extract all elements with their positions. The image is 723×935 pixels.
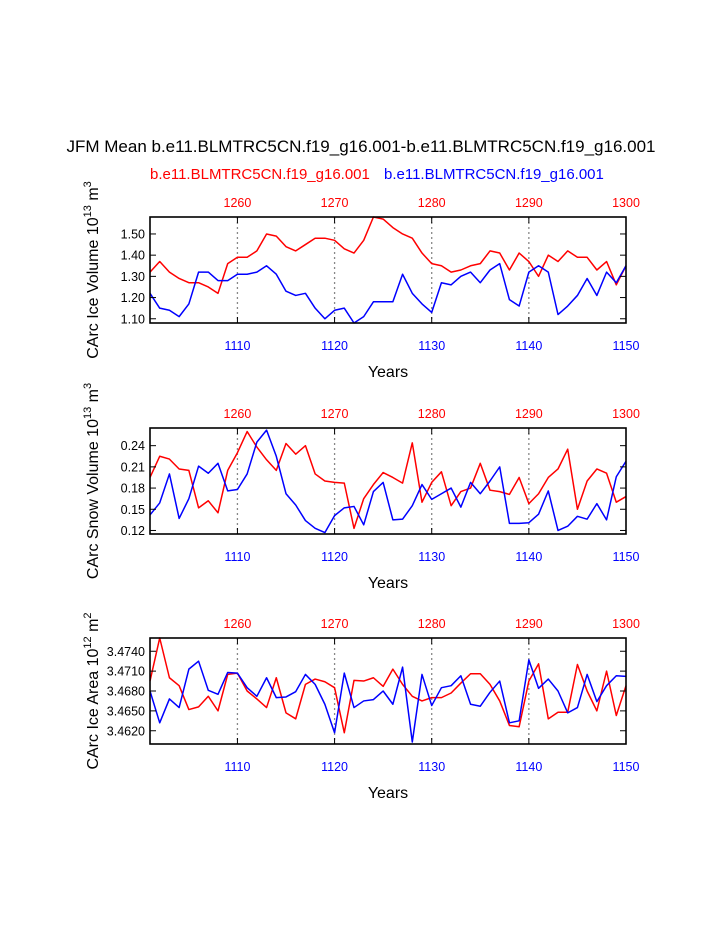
snow-volume-xtick-top-label: 1280 — [418, 407, 446, 421]
ice-area-series-red — [149, 637, 627, 734]
snow-volume-ytick-label: 0.12 — [121, 524, 145, 538]
ice-volume-xlabel: Years — [368, 364, 408, 381]
ice-volume-ytick-label: 1.30 — [121, 270, 145, 284]
snow-volume-ylabel-exp: 13 — [82, 407, 94, 419]
ice-volume-ylabel-unit: m — [85, 187, 102, 205]
snow-volume-ylabel-unit: m — [85, 389, 102, 407]
snow-volume-ytick-label: 0.15 — [121, 503, 145, 517]
ice-area-xtick-top-label: 1300 — [612, 617, 640, 631]
ice-area-ylabel: CArc Ice Area 1012 m2 — [82, 612, 102, 769]
ice-volume-ylabel-unit-exp: 3 — [82, 181, 94, 187]
ice-volume-ylabel-text: CArc Ice Volume 10 — [85, 217, 102, 359]
ice-volume-xtick-top-label: 1260 — [224, 196, 252, 210]
ice-area-xtick-bottom-label: 1130 — [418, 760, 445, 774]
snow-volume-xtick-top-label: 1290 — [515, 407, 543, 421]
ice-volume-xtick-bottom-label: 1150 — [613, 339, 640, 353]
ice-area-xtick-top-label: 1280 — [418, 617, 446, 631]
ice-area-xtick-top-label: 1290 — [515, 617, 543, 631]
ice-volume-ytick-label: 1.40 — [121, 249, 145, 263]
ice-area-plot-frame — [149, 637, 627, 745]
figure-title: JFM Mean b.e11.BLMTRC5CN.f19_g16.001-b.e… — [66, 137, 655, 156]
legend-red-case: b.e11.BLMTRC5CN.f19_g16.001 — [150, 166, 370, 183]
ice-volume-xtick-bottom-label: 1120 — [321, 339, 348, 353]
ice-area-xtick-top-label: 1260 — [224, 617, 252, 631]
ice-volume-panel: 1.10 1.20 1.30 1.40 1.50 1110 1120 1130 1140 1150… — [82, 181, 640, 381]
ice-area-xtick-top-label: 1270 — [321, 617, 349, 631]
snow-volume-panel: 0.12 0.15 0.18 0.21 0.24 1110 1120 1130 1140 1150… — [82, 383, 640, 592]
snow-volume-ylabel-text: CArc Snow Volume 10 — [85, 419, 102, 579]
ice-volume-ytick-label: 1.50 — [121, 227, 145, 241]
snow-volume-plot-frame — [149, 427, 627, 535]
ice-area-panel: 3.4620 3.4650 3.4680 3.4710 3.4740 1110 1120 11… — [82, 612, 640, 802]
ice-area-ytick-label: 3.4710 — [107, 665, 145, 679]
ice-volume-xtick-bottom-label: 1110 — [224, 339, 250, 353]
snow-volume-xtick-bottom-label: 1150 — [613, 550, 640, 564]
ice-volume-ytick-label: 1.10 — [121, 312, 145, 326]
snow-volume-ytick-label: 0.21 — [121, 460, 145, 474]
legend-blue-case: b.e11.BLMTRC5CN.f19_g16.001 — [384, 166, 604, 183]
ice-area-ylabel-unit-exp: 2 — [82, 612, 94, 618]
ice-area-series-blue — [149, 659, 627, 743]
ice-area-ytick-label: 3.4740 — [107, 645, 145, 659]
ice-area-ytick-label: 3.4650 — [107, 704, 145, 718]
ice-area-ytick-label: 3.4620 — [107, 724, 145, 738]
ice-area-xtick-bottom-label: 1110 — [224, 760, 250, 774]
snow-volume-xtick-bottom-label: 1130 — [418, 550, 445, 564]
snow-volume-ytick-label: 0.18 — [121, 482, 145, 496]
ice-volume-ylabel: CArc Ice Volume 1013 m3 — [82, 181, 102, 359]
snow-volume-xtick-bottom-label: 1120 — [321, 550, 348, 564]
snow-volume-ylabel: CArc Snow Volume 1013 m3 — [82, 383, 102, 579]
snow-volume-ytick-label: 0.24 — [121, 439, 145, 453]
ice-volume-xtick-top-label: 1290 — [515, 196, 543, 210]
snow-volume-xtick-top-label: 1270 — [321, 407, 349, 421]
ice-volume-series-blue — [149, 262, 627, 324]
ice-area-xtick-bottom-label: 1150 — [613, 760, 640, 774]
ice-area-ylabel-unit: m — [85, 619, 102, 637]
ice-volume-series-red — [149, 216, 627, 295]
snow-volume-xtick-bottom-label: 1110 — [224, 550, 250, 564]
ice-area-xtick-bottom-label: 1140 — [515, 760, 542, 774]
snow-volume-xtick-top-label: 1260 — [224, 407, 252, 421]
ice-area-xlabel: Years — [368, 785, 408, 802]
ice-area-ytick-label: 3.4680 — [107, 685, 145, 699]
ice-area-xtick-bottom-label: 1120 — [321, 760, 348, 774]
snow-volume-ylabel-unit-exp: 3 — [82, 383, 94, 389]
ice-volume-xtick-bottom-label: 1140 — [515, 339, 542, 353]
ice-area-ylabel-exp: 12 — [82, 636, 94, 648]
ice-volume-xtick-bottom-label: 1130 — [418, 339, 445, 353]
snow-volume-xlabel: Years — [368, 575, 408, 592]
ice-volume-plot-frame — [149, 216, 627, 324]
ice-volume-xtick-top-label: 1300 — [612, 196, 640, 210]
snow-volume-series-blue — [149, 429, 627, 534]
ice-volume-ytick-label: 1.20 — [121, 291, 145, 305]
ice-volume-xtick-top-label: 1270 — [321, 196, 349, 210]
ice-volume-xtick-top-label: 1280 — [418, 196, 446, 210]
ice-area-ylabel-text: CArc Ice Area 10 — [85, 649, 102, 770]
snow-volume-xtick-top-label: 1300 — [612, 407, 640, 421]
ice-volume-ylabel-exp: 13 — [82, 205, 94, 217]
snow-volume-series-red — [149, 430, 627, 530]
snow-volume-xtick-bottom-label: 1140 — [515, 550, 542, 564]
